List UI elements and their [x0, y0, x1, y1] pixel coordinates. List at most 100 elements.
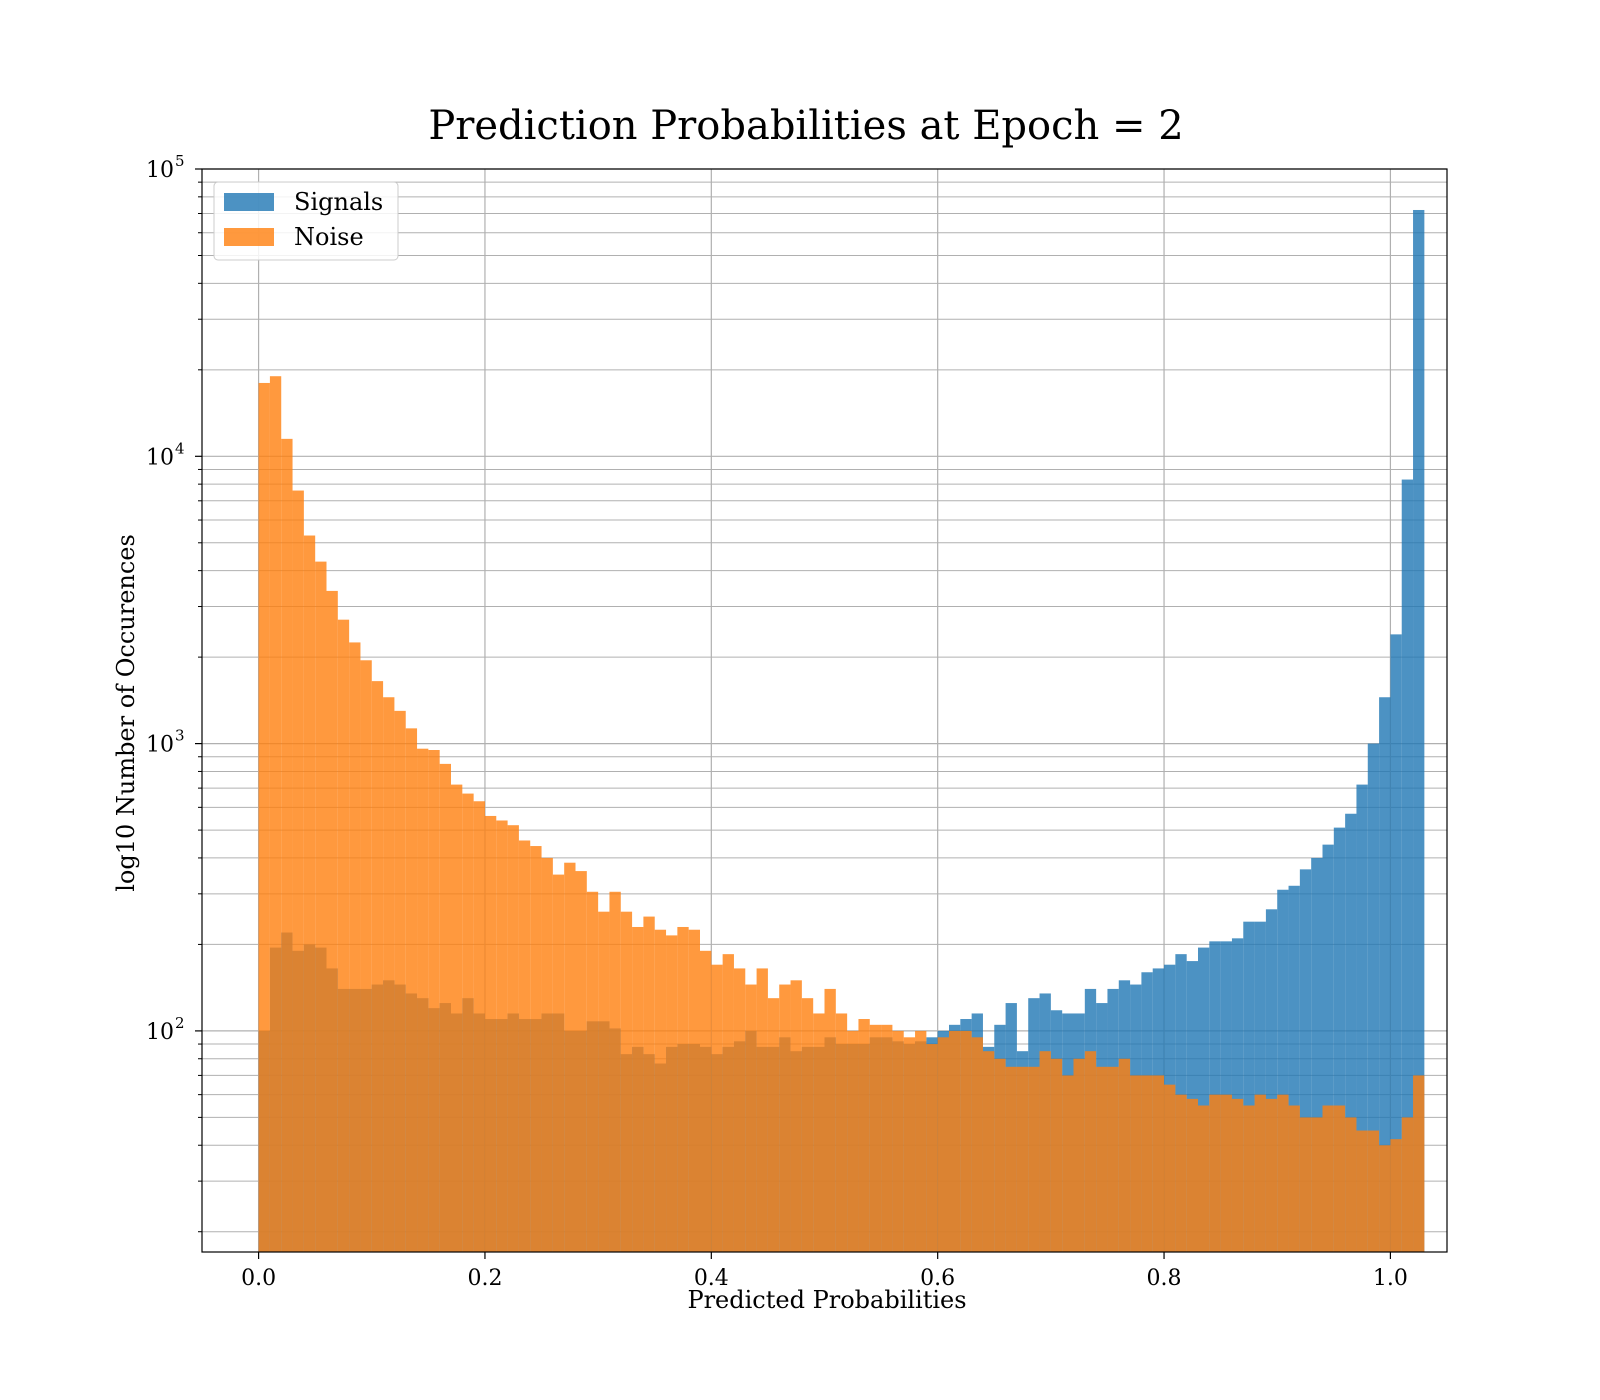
- noise-bar: [552, 874, 565, 1252]
- noise-bar: [643, 916, 655, 1252]
- noise-bar: [982, 1051, 995, 1252]
- noise-bar: [1231, 1098, 1244, 1252]
- noise-bar: [1096, 1066, 1108, 1252]
- noise-bar: [892, 1030, 904, 1252]
- noise-bar: [1039, 1051, 1051, 1252]
- noise-bar: [1209, 1094, 1221, 1252]
- y-axis-label: log10 Number of Occurences: [112, 534, 140, 892]
- noise-bar: [394, 710, 406, 1252]
- signals-bar: [1379, 697, 1391, 1252]
- noise-bar: [824, 988, 836, 1252]
- noise-bar: [971, 1037, 983, 1252]
- noise-bar: [767, 998, 780, 1252]
- noise-bar: [1198, 1105, 1210, 1252]
- noise-bar: [428, 750, 440, 1252]
- noise-bar: [1367, 1130, 1380, 1252]
- noise-bar: [915, 1030, 927, 1252]
- x-tick-label: 0.6: [920, 1266, 955, 1291]
- noise-bar: [575, 871, 587, 1252]
- noise-bar: [847, 1030, 859, 1252]
- noise-bar: [405, 728, 418, 1252]
- noise-bar: [1401, 1117, 1414, 1252]
- noise-bar: [1050, 1058, 1063, 1252]
- noise-bar: [779, 984, 791, 1252]
- y-tick-exponent: 3: [175, 727, 185, 745]
- noise-bar: [677, 926, 689, 1252]
- legend-label-signals: Signals: [294, 188, 383, 216]
- legend: Signals Noise: [213, 181, 399, 261]
- noise-bar: [813, 1013, 825, 1252]
- noise-bar: [1288, 1105, 1300, 1252]
- signals-bar: [1288, 885, 1300, 1252]
- noise-bar: [926, 1044, 938, 1252]
- noise-bar: [1016, 1066, 1029, 1252]
- signals-bar: [1413, 209, 1425, 1253]
- noise-bar: [1028, 1066, 1040, 1252]
- noise-bar: [711, 964, 723, 1252]
- y-tick-label: 10: [146, 158, 174, 183]
- histogram-bars: [258, 209, 1425, 1253]
- signals-bar: [1401, 479, 1414, 1252]
- noise-bar: [1390, 1139, 1402, 1252]
- signals-bar: [1198, 947, 1210, 1252]
- noise-bar: [1379, 1145, 1391, 1252]
- noise-bar: [1277, 1094, 1289, 1252]
- noise-bar: [451, 784, 463, 1252]
- noise-bar: [1345, 1117, 1357, 1252]
- x-axis-label: Predicted Probabilities: [687, 1286, 966, 1314]
- noise-bar: [383, 697, 395, 1252]
- noise-bar: [881, 1024, 893, 1252]
- noise-bar: [292, 490, 304, 1252]
- noise-bar: [371, 681, 384, 1252]
- noise-bar: [937, 1037, 949, 1252]
- noise-bar: [1333, 1105, 1346, 1252]
- noise-bar: [1311, 1117, 1323, 1252]
- noise-bar: [688, 929, 700, 1252]
- noise-bar: [1413, 1075, 1425, 1252]
- noise-bar: [1186, 1098, 1198, 1252]
- noise-bar: [609, 891, 621, 1252]
- noise-bar: [1005, 1066, 1017, 1252]
- noise-bar: [541, 857, 553, 1252]
- noise-bar: [1243, 1105, 1255, 1252]
- noise-bar: [564, 862, 576, 1252]
- x-tick-label: 0.8: [1147, 1266, 1182, 1291]
- noise-bar: [337, 619, 350, 1252]
- noise-bar: [586, 891, 599, 1252]
- noise-bar: [258, 382, 270, 1252]
- noise-bar: [1322, 1105, 1334, 1252]
- noise-bar: [439, 763, 451, 1252]
- x-tick-label: 0.2: [467, 1266, 502, 1291]
- noise-bar: [858, 1019, 870, 1252]
- noise-bar: [518, 840, 531, 1252]
- noise-bar: [315, 561, 327, 1252]
- signals-bar: [1265, 909, 1278, 1252]
- signals-bar: [1322, 844, 1334, 1252]
- x-tick-label: 1.0: [1373, 1266, 1408, 1291]
- noise-bar: [462, 793, 474, 1252]
- noise-bar: [903, 1037, 916, 1252]
- signals-bar: [1299, 869, 1312, 1252]
- noise-bar: [1175, 1094, 1187, 1252]
- noise-bar: [1084, 1051, 1097, 1252]
- noise-bar: [1118, 1058, 1131, 1252]
- noise-bar: [1073, 1058, 1085, 1252]
- legend-swatch-signals: [224, 193, 274, 211]
- legend-label-noise: Noise: [294, 223, 364, 251]
- noise-bar: [1152, 1075, 1165, 1252]
- noise-bar: [994, 1058, 1006, 1252]
- noise-bar: [1141, 1075, 1153, 1252]
- noise-bar: [722, 954, 734, 1252]
- signals-bar: [1356, 784, 1368, 1252]
- noise-bar: [801, 998, 814, 1252]
- y-tick-label: 10: [146, 445, 174, 470]
- y-tick-exponent: 4: [175, 439, 185, 457]
- noise-bar: [1062, 1075, 1074, 1252]
- chart-title: Prediction Probabilities at Epoch = 2: [428, 103, 1183, 149]
- noise-bar: [960, 1030, 972, 1252]
- y-tick-exponent: 2: [175, 1014, 185, 1032]
- noise-bar: [1265, 1098, 1278, 1252]
